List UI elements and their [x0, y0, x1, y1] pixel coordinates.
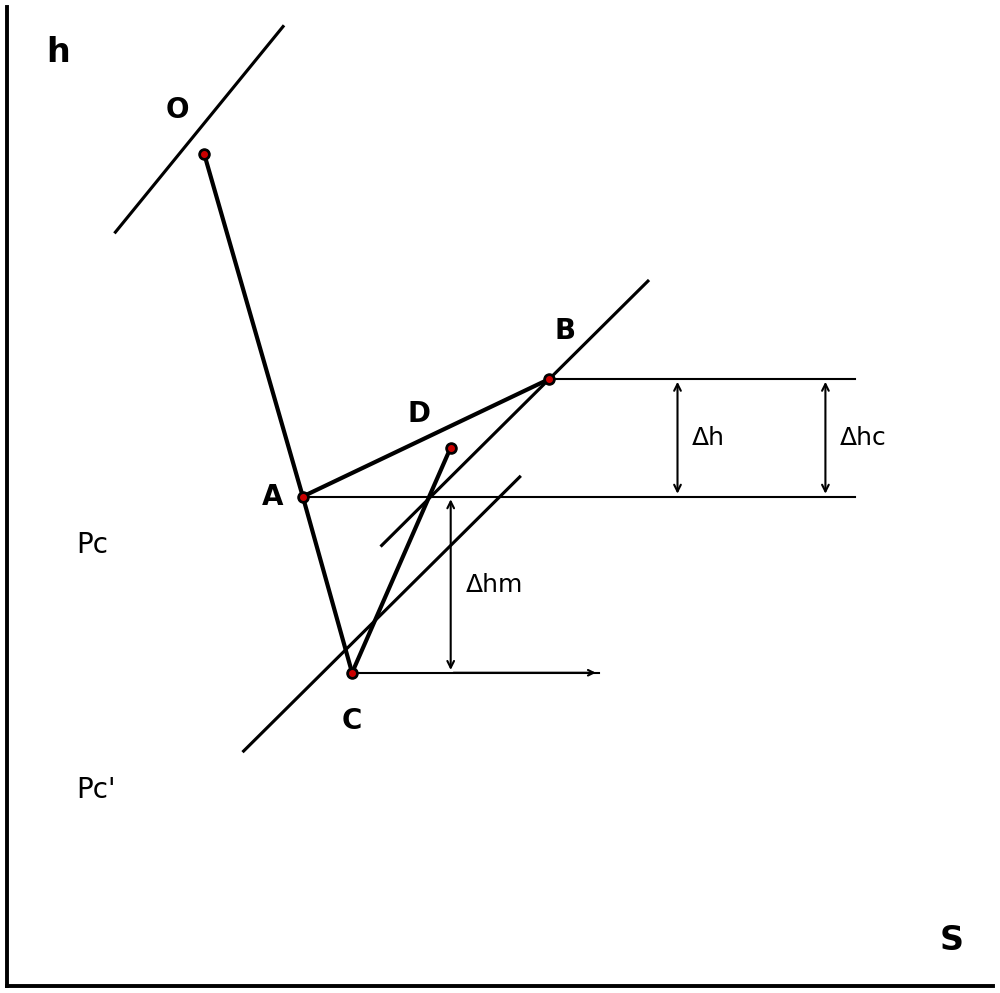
Text: B: B	[554, 317, 575, 345]
Text: Pc': Pc'	[76, 777, 115, 804]
Text: Δhc: Δhc	[840, 426, 887, 450]
Text: h: h	[46, 37, 70, 70]
Text: O: O	[166, 96, 189, 124]
Text: Δh: Δh	[692, 426, 725, 450]
Text: C: C	[342, 707, 362, 735]
Text: Pc: Pc	[76, 531, 108, 559]
Text: S: S	[939, 923, 963, 956]
Text: A: A	[262, 483, 283, 510]
Text: Δhm: Δhm	[465, 573, 523, 597]
Text: D: D	[408, 400, 431, 428]
